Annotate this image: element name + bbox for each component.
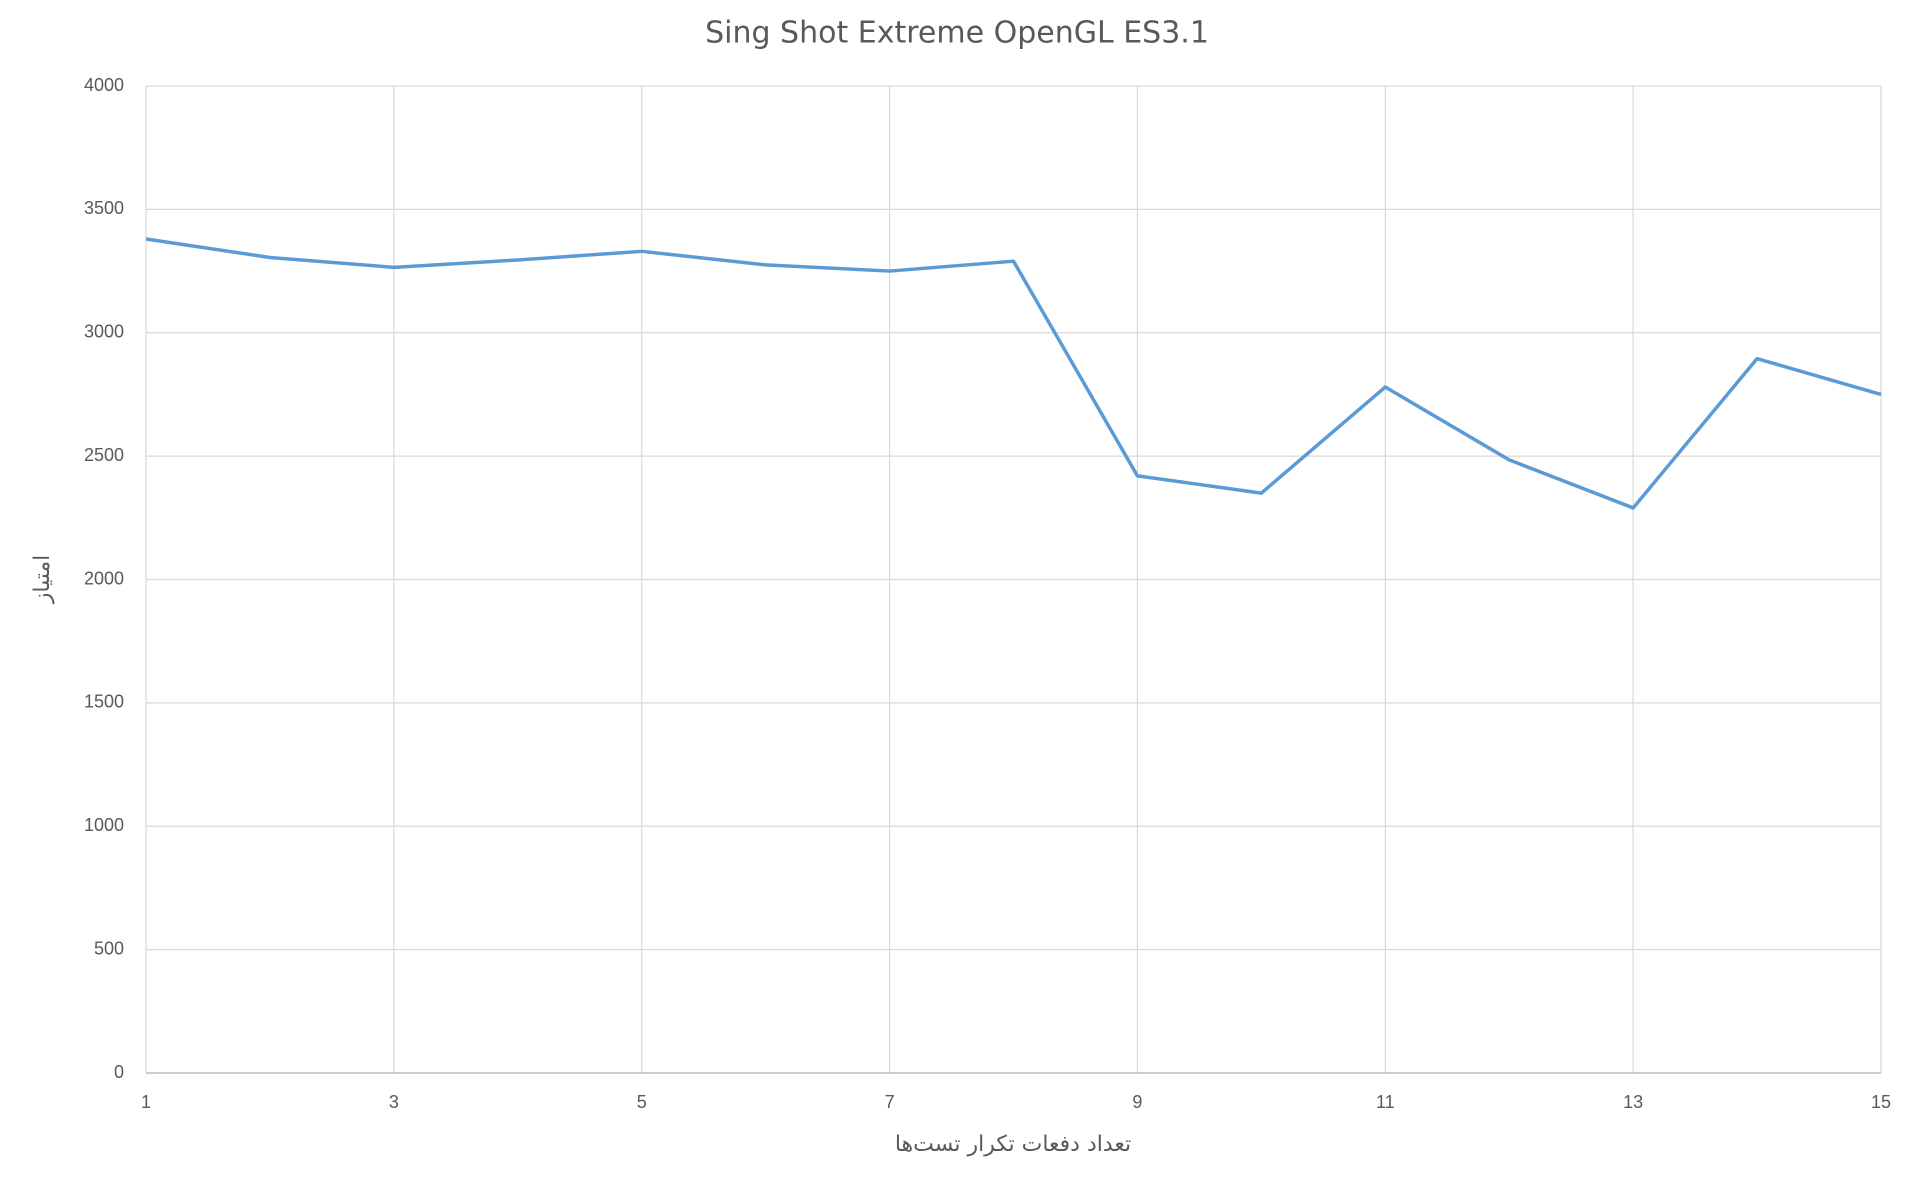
y-tick-label: 1000 (84, 815, 124, 835)
y-tick-label: 3000 (84, 322, 124, 342)
y-tick-label: 4000 (84, 75, 124, 95)
y-tick-label: 500 (94, 938, 124, 958)
x-tick-label: 5 (637, 1092, 647, 1112)
y-tick-label: 0 (114, 1062, 124, 1082)
x-tick-label: 13 (1623, 1092, 1643, 1112)
y-tick-label: 3500 (84, 198, 124, 218)
x-tick-label: 11 (1376, 1092, 1395, 1112)
y-tick-label: 2000 (84, 568, 124, 588)
x-tick-label: 15 (1871, 1092, 1891, 1112)
data-line (145, 237, 1882, 510)
x-axis-label: تعداد دفعات تکرار تست‌ها (895, 1132, 1131, 1157)
chart-title: Sing Shot Extreme OpenGL ES3.1 (705, 16, 1209, 51)
x-tick-label: 1 (141, 1092, 151, 1112)
y-axis-label: امتیاز (30, 555, 55, 605)
x-tick-label: 3 (389, 1092, 399, 1112)
x-tick-label: 9 (1132, 1092, 1142, 1112)
y-tick-label: 2500 (84, 445, 124, 465)
y-tick-label: 1500 (84, 692, 124, 712)
x-tick-label: 7 (885, 1092, 895, 1112)
